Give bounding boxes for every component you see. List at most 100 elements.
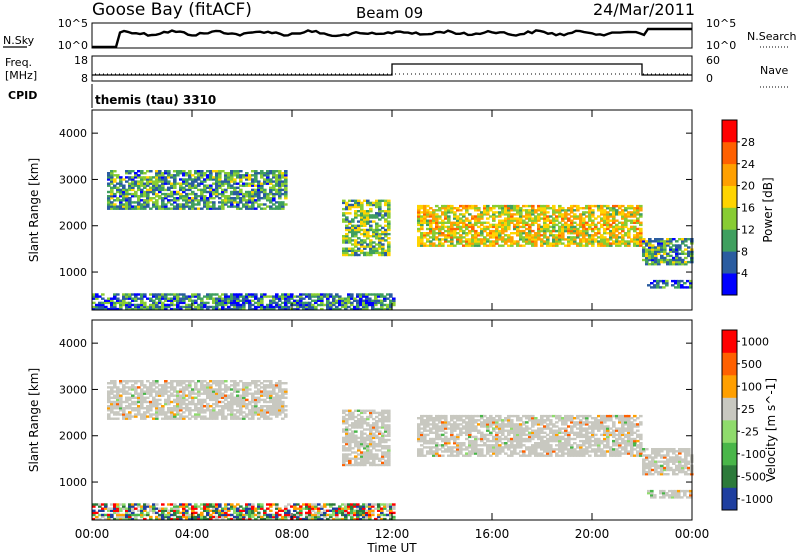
echo-cell	[179, 293, 183, 296]
echo-cell	[122, 392, 126, 395]
echo-cell	[257, 407, 261, 410]
echo-cell	[531, 423, 535, 426]
echo-cell	[284, 203, 288, 206]
echo-cell	[134, 180, 138, 183]
echo-cell	[444, 238, 448, 241]
echo-cell	[360, 201, 364, 205]
echo-cell	[369, 235, 373, 238]
echo-cell	[645, 258, 649, 262]
echo-cell	[387, 434, 391, 437]
echo-cell	[441, 232, 445, 235]
echo-cell	[360, 434, 364, 437]
echo-cell	[290, 293, 294, 296]
echo-cell	[543, 221, 547, 224]
echo-cell	[203, 398, 207, 402]
echo-cell	[215, 176, 219, 179]
echo-cell	[471, 450, 475, 453]
echo-cell	[203, 184, 207, 187]
echo-cell	[375, 420, 379, 423]
echo-cell	[534, 234, 538, 237]
echo-cell	[92, 307, 96, 311]
echo-cell	[633, 225, 637, 229]
echo-cell	[558, 213, 562, 216]
echo-cell	[212, 176, 216, 179]
echo-cell	[519, 427, 523, 430]
echo-cell	[314, 293, 318, 296]
echo-cell	[498, 437, 502, 441]
echo-cell	[585, 244, 589, 247]
echo-cell	[230, 407, 234, 410]
echo-cell	[504, 227, 508, 231]
echo-cell	[360, 232, 364, 236]
echo-cell	[600, 213, 604, 216]
echo-cell	[269, 305, 273, 309]
echo-cell	[242, 197, 246, 200]
echo-cell	[444, 211, 448, 214]
echo-cell	[627, 213, 631, 216]
echo-cell	[585, 238, 589, 241]
echo-cell	[188, 390, 192, 393]
echo-cell	[245, 384, 249, 387]
echo-cell	[200, 417, 204, 420]
echo-cell	[342, 455, 346, 458]
echo-cell	[456, 232, 460, 235]
echo-cell	[164, 182, 168, 185]
echo-cell	[513, 425, 517, 428]
echo-cell	[143, 184, 147, 187]
echo-cell	[251, 199, 255, 202]
echo-cell	[510, 232, 514, 235]
echo-cell	[450, 227, 454, 231]
echo-cell	[236, 301, 240, 305]
echo-cell	[366, 442, 370, 446]
echo-cell	[656, 279, 660, 283]
echo-cell	[360, 214, 364, 217]
echo-cell	[125, 203, 129, 206]
echo-cell	[113, 174, 117, 177]
echo-cell	[284, 174, 288, 177]
echo-cell	[528, 448, 532, 451]
echo-cell	[546, 204, 550, 208]
echo-cell	[185, 201, 189, 204]
echo-cell	[435, 450, 439, 453]
echo-cell	[242, 392, 246, 395]
echo-cell	[600, 211, 604, 214]
echo-cell	[618, 211, 622, 214]
echo-cell	[582, 448, 586, 451]
echo-cell	[681, 238, 685, 241]
echo-cell	[426, 421, 430, 424]
echo-cell	[384, 424, 388, 427]
echo-cell	[128, 392, 132, 395]
echo-cell	[380, 303, 384, 307]
echo-cell	[209, 190, 213, 194]
echo-cell	[483, 435, 487, 439]
echo-cell	[197, 303, 201, 307]
echo-cell	[269, 201, 273, 204]
echo-cell	[507, 244, 511, 247]
echo-cell	[369, 241, 373, 244]
echo-cell	[558, 450, 562, 453]
echo-cell	[498, 450, 502, 453]
echo-cell	[248, 197, 252, 200]
echo-cell	[284, 190, 288, 194]
echo-cell	[194, 176, 198, 179]
echo-cell	[110, 188, 114, 192]
echo-cell	[354, 216, 358, 219]
echo-cell	[290, 297, 294, 300]
echo-cell	[137, 201, 141, 204]
echo-cell	[660, 240, 664, 243]
echo-cell	[570, 446, 574, 449]
echo-cell	[486, 450, 490, 453]
echo-cell	[378, 199, 382, 202]
echo-cell	[212, 305, 216, 309]
echo-cell	[384, 420, 388, 423]
echo-cell	[345, 434, 349, 437]
echo-cell	[372, 249, 376, 252]
echo-cell	[375, 436, 379, 440]
echo-cell	[444, 427, 448, 430]
echo-cell	[354, 422, 358, 425]
echo-cell	[215, 382, 219, 385]
echo-cell	[522, 450, 526, 453]
echo-cell	[137, 413, 141, 416]
echo-cell	[188, 409, 192, 412]
echo-cell	[441, 423, 445, 426]
